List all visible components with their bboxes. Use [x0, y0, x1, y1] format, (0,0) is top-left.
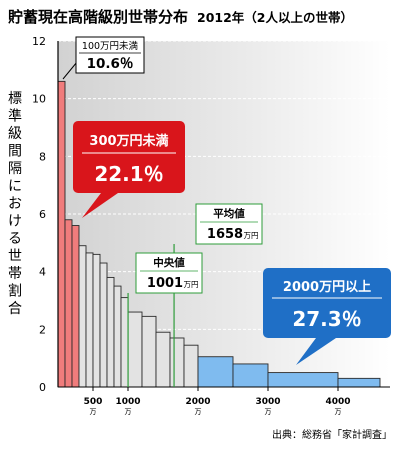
- callout-pointer-blue: [296, 338, 336, 365]
- histogram-bar: [120, 297, 129, 388]
- y-axis-label-char: 合: [8, 301, 22, 317]
- chart-title: 貯蓄現在高階級別世帯分布: [8, 8, 188, 26]
- mean-value: 1658: [207, 227, 243, 242]
- y-tick-label: 4: [39, 266, 46, 279]
- callout-value-under100: 10.6％: [87, 56, 134, 72]
- mean-label: 平均値: [213, 207, 245, 220]
- histogram-bar: [106, 276, 115, 388]
- histogram-bar: [85, 252, 94, 388]
- histogram-bar: [337, 377, 381, 388]
- histogram-bar: [232, 363, 269, 388]
- histogram-bar: [57, 80, 66, 388]
- y-axis-label-char: 級: [8, 126, 22, 142]
- y-axis-label-char: 割: [8, 283, 22, 300]
- chart-subtitle: 2012年（2人以上の世帯）: [197, 10, 353, 25]
- y-axis-label-char: る: [8, 231, 22, 247]
- y-axis-label-char: 準: [8, 109, 22, 125]
- y-axis-label-char: 世: [8, 249, 22, 265]
- median-value: 1001: [147, 276, 183, 291]
- histogram-bar: [92, 253, 101, 388]
- callout-pointer-red: [82, 193, 118, 218]
- x-tick-unit: 万: [335, 408, 342, 416]
- x-tick-label: 3000: [255, 397, 280, 407]
- callout-label-over2000: 2000万円以上: [283, 280, 371, 295]
- y-axis-label-char: お: [8, 196, 22, 212]
- y-tick-label: 8: [39, 150, 46, 163]
- y-tick-label: 6: [39, 208, 46, 221]
- y-axis-label-char: 帯: [8, 266, 22, 282]
- y-tick-label: 12: [32, 35, 46, 48]
- callout-box-over2000: [263, 268, 391, 338]
- y-axis-label-char: 間: [8, 144, 22, 160]
- median-box: [135, 252, 203, 294]
- x-tick-unit: 万: [195, 408, 202, 416]
- callout-box-under100: [75, 36, 145, 74]
- x-tick-label: 4000: [325, 397, 350, 407]
- histogram-bar: [78, 245, 87, 388]
- histogram-bar: [64, 219, 73, 388]
- y-axis-label-char: 標: [8, 91, 22, 107]
- histogram-bar: [141, 315, 157, 388]
- median-unit: 万円: [184, 280, 199, 289]
- x-tick-unit: 万: [125, 408, 132, 416]
- histogram-bar: [197, 356, 234, 388]
- callout-value-under300: 22.1％: [94, 162, 163, 186]
- histogram-bar: [113, 285, 122, 388]
- y-axis-label-char: に: [8, 179, 22, 195]
- histogram-bar: [183, 344, 199, 388]
- callout-box-under300: [73, 121, 185, 193]
- y-axis-label-char: 隔: [8, 161, 22, 177]
- histogram-bar: [127, 311, 143, 388]
- y-tick-label: 2: [39, 323, 46, 336]
- median-label: 中央値: [153, 256, 185, 269]
- y-tick-label: 10: [32, 93, 46, 106]
- x-tick-label: 500: [84, 397, 103, 407]
- y-tick-label: 0: [39, 381, 46, 394]
- x-tick-unit: 万: [265, 408, 272, 416]
- callout-label-under300: 300万円未満: [89, 133, 168, 149]
- callout-leader: [62, 61, 78, 80]
- x-tick-label: 1000: [115, 397, 140, 407]
- histogram-bar: [71, 225, 80, 388]
- histogram-bar: [169, 337, 185, 388]
- histogram-bar: [267, 372, 339, 388]
- mean-box: [195, 203, 263, 245]
- chart-source: 出典：総務省「家計調査」: [272, 428, 392, 441]
- histogram-bar: [99, 262, 108, 388]
- x-tick-unit: 万: [90, 408, 97, 416]
- histogram-bar: [155, 331, 171, 388]
- y-axis-label-char: け: [8, 214, 22, 230]
- callout-label-under100: 100万円未満: [82, 40, 139, 52]
- callout-value-over2000: 27.3％: [292, 307, 361, 331]
- x-tick-label: 2000: [185, 397, 210, 407]
- mean-unit: 万円: [244, 231, 259, 240]
